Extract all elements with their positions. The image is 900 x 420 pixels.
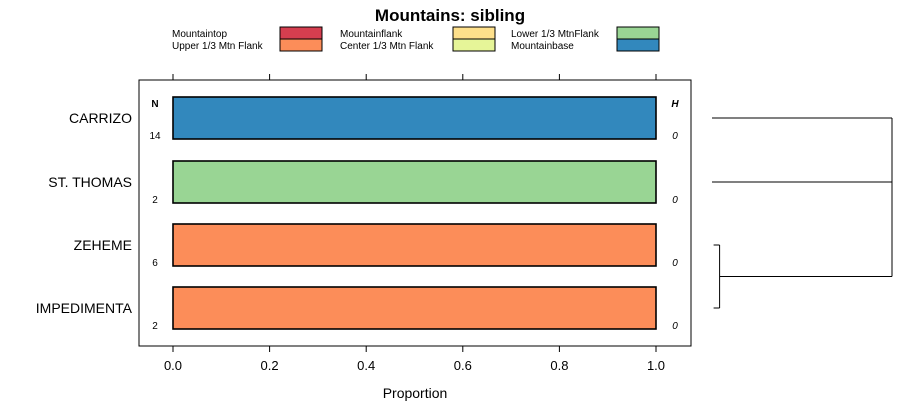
legend-item-upper-1-3-mtn-flank: Upper 1/3 Mtn Flank (172, 38, 323, 52)
legend-item-mountainbase: Mountainbase (511, 38, 660, 52)
legend-swatch (279, 26, 323, 40)
h-column-header: H (671, 99, 679, 110)
x-tick-label: 0.8 (550, 358, 568, 373)
legend-swatch (452, 26, 496, 40)
legend-item-lower-1-3-mtnflank: Lower 1/3 MtnFlank (511, 26, 660, 40)
category-label: ZEHEME (74, 237, 132, 253)
legend-item-mountainflank: Mountainflank (340, 26, 496, 40)
x-tick-label: 0.6 (454, 358, 472, 373)
legend-swatch (452, 38, 496, 52)
bar-segment-lower-1-3-mtnflank (172, 160, 657, 204)
category-label: IMPEDIMENTA (36, 300, 133, 316)
x-tick-label: 0.0 (164, 358, 182, 373)
category-label: CARRIZO (69, 110, 132, 126)
legend-swatch (616, 38, 660, 52)
bar-row-zeheme: ZEHEME 6 0 (74, 223, 678, 269)
x-axis: 0.0 0.2 0.4 0.6 0.8 1.0 (164, 74, 665, 373)
legend-label: Center 1/3 Mtn Flank (340, 41, 434, 52)
bar-row-st-thomas: ST. THOMAS 2 0 (48, 160, 678, 206)
x-tick-label: 0.4 (357, 358, 375, 373)
x-tick-label: 0.2 (261, 358, 279, 373)
bar-segment-upper-1-3-mtn-flank (172, 286, 657, 330)
h-value: 0 (672, 321, 678, 332)
h-value: 0 (672, 131, 678, 142)
n-value: 2 (152, 195, 158, 206)
n-value: 6 (152, 258, 158, 269)
legend-label: Upper 1/3 Mtn Flank (172, 41, 264, 52)
bar-segment-mountainbase (172, 96, 657, 140)
bar-row-impedimenta: IMPEDIMENTA 2 0 (36, 286, 678, 332)
legend-item-center-1-3-mtn-flank: Center 1/3 Mtn Flank (340, 38, 496, 52)
dendrogram (712, 117, 893, 309)
chart-title: Mountains: sibling (375, 6, 525, 25)
legend-item-mountaintop: Mountaintop (172, 26, 323, 40)
h-value: 0 (672, 258, 678, 269)
legend-label: Mountainbase (511, 41, 574, 52)
category-label: ST. THOMAS (48, 174, 132, 190)
legend-swatch (279, 38, 323, 52)
legend-label: Mountaintop (172, 29, 227, 40)
n-value: 2 (152, 321, 158, 332)
bar-segment-upper-1-3-mtn-flank (172, 223, 657, 267)
bar-row-carrizo: CARRIZO 14 0 (69, 96, 678, 142)
n-value: 14 (149, 131, 161, 142)
x-axis-title: Proportion (383, 385, 448, 401)
n-column-header: N (151, 99, 158, 110)
legend-label: Mountainflank (340, 29, 403, 40)
legend-swatch (616, 26, 660, 40)
x-tick-label: 1.0 (647, 358, 665, 373)
legend-label: Lower 1/3 MtnFlank (511, 29, 600, 40)
plot-frame (138, 79, 692, 347)
h-value: 0 (672, 195, 678, 206)
